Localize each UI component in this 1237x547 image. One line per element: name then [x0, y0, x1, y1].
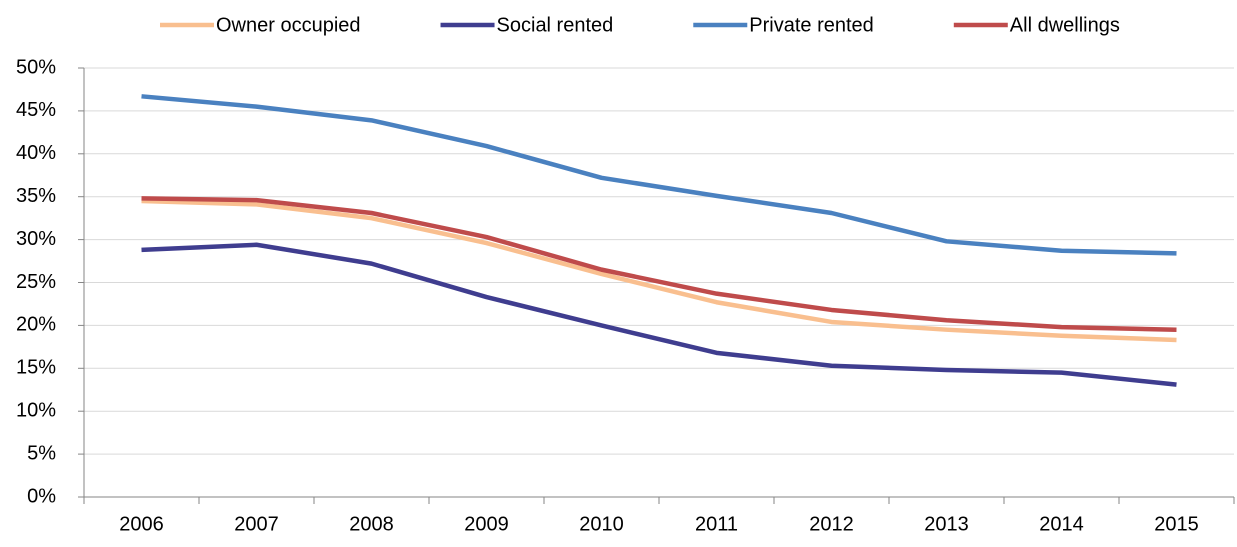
x-tick-label: 2006: [119, 513, 164, 535]
legend-label: Social rented: [497, 14, 614, 36]
y-tick-label: 15%: [16, 357, 56, 379]
legend-label: Private rented: [749, 14, 874, 36]
x-tick-label: 2009: [464, 513, 509, 535]
y-tick-label: 40%: [16, 142, 56, 164]
y-tick-label: 30%: [16, 228, 56, 250]
x-tick-label: 2013: [924, 513, 969, 535]
x-tick-label: 2008: [349, 513, 394, 535]
series-line: [141, 242, 1177, 387]
y-tick-label: 20%: [16, 314, 56, 336]
legend-label: All dwellings: [1010, 14, 1120, 36]
y-tick-label: 50%: [16, 56, 56, 78]
y-tick-label: 25%: [16, 271, 56, 293]
series-line: [141, 196, 1177, 332]
legend-label: Owner occupied: [216, 14, 361, 36]
y-tick-label: 45%: [16, 99, 56, 121]
y-tick-label: 0%: [27, 485, 56, 507]
y-tick-label: 35%: [16, 185, 56, 207]
x-tick-label: 2015: [1154, 513, 1199, 535]
x-tick-label: 2010: [579, 513, 624, 535]
x-tick-label: 2014: [1039, 513, 1084, 535]
series-line: [141, 94, 1177, 256]
series-line: [141, 198, 1177, 343]
y-tick-label: 10%: [16, 399, 56, 421]
x-tick-label: 2012: [809, 513, 854, 535]
y-tick-label: 5%: [27, 442, 56, 464]
x-tick-label: 2007: [234, 513, 279, 535]
x-tick-label: 2011: [695, 513, 738, 535]
